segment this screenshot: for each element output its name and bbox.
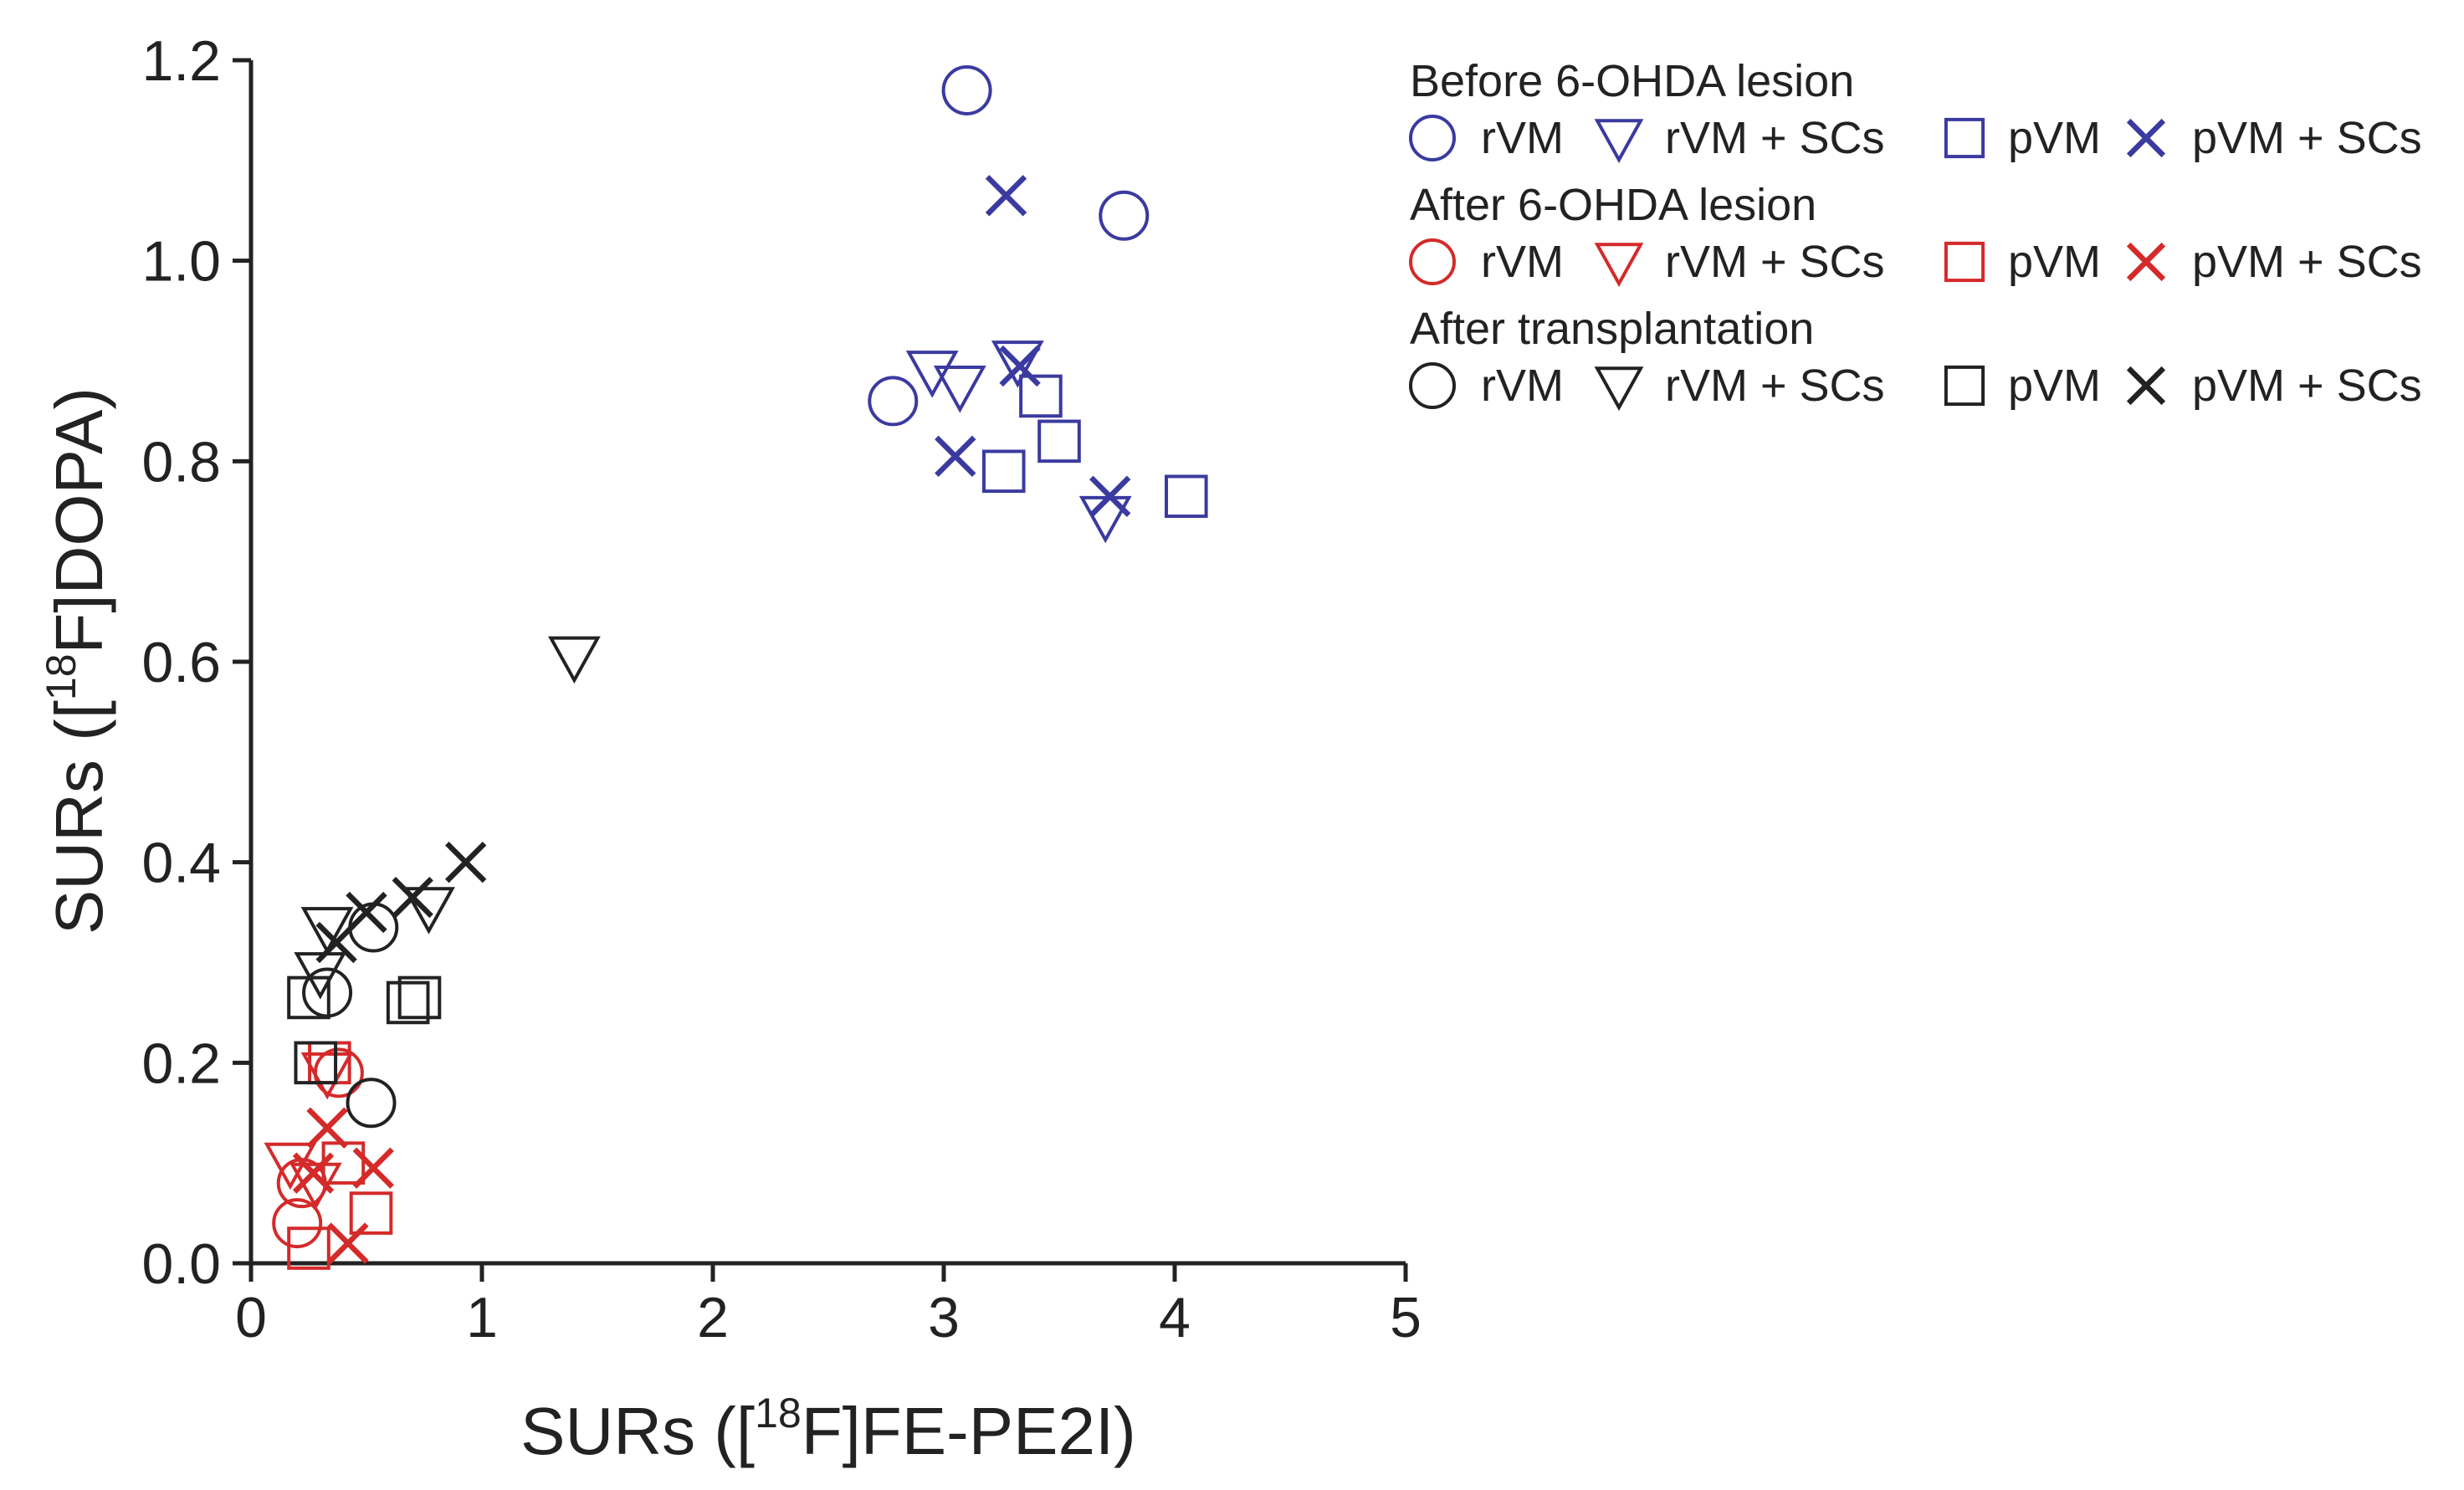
legend-label: pVM xyxy=(2008,361,2101,411)
legend-label: pVM + SCs xyxy=(2192,361,2422,411)
legend-label: rVM + SCs xyxy=(1665,113,1885,163)
legend-label: rVM + SCs xyxy=(1665,361,1885,411)
y-tick-label: 0.8 xyxy=(141,430,221,494)
x-tick-label: 4 xyxy=(1159,1286,1191,1349)
data-point xyxy=(999,345,1041,387)
data-point xyxy=(392,876,433,919)
data-point xyxy=(294,1041,338,1085)
y-tick-label: 1.2 xyxy=(141,29,221,93)
data-point xyxy=(1099,190,1150,241)
data-point xyxy=(445,842,487,883)
y-tick-label: 1.0 xyxy=(141,230,221,294)
data-point xyxy=(402,887,455,934)
legend-group-title: Before 6-OHDA lesion xyxy=(1410,56,1854,106)
legend: Before 6-OHDA lesion rVM rVM + SCs pVM pVM +… xyxy=(1409,56,2422,412)
data-point xyxy=(548,636,601,684)
x-tick-label: 5 xyxy=(1390,1286,1422,1349)
legend-label: pVM + SCs xyxy=(2192,113,2422,163)
data-point xyxy=(868,376,919,427)
data-point xyxy=(306,1107,348,1149)
legend-marker xyxy=(1409,362,1456,409)
legend-label: rVM xyxy=(1481,113,1564,163)
data-point xyxy=(991,340,1044,388)
x-tick-label: 1 xyxy=(466,1286,498,1349)
y-tick-label: 0.4 xyxy=(141,832,221,895)
data-points xyxy=(264,64,1208,1270)
legend-marker xyxy=(1944,241,1985,283)
legend-marker xyxy=(1409,238,1456,285)
data-point xyxy=(327,1222,369,1264)
data-point xyxy=(941,64,992,115)
data-point xyxy=(287,975,330,1020)
legend-label: rVM + SCs xyxy=(1665,237,1885,287)
x-tick-label: 2 xyxy=(697,1286,729,1349)
legend-group-title: After transplantation xyxy=(1410,304,1814,354)
legend-marker xyxy=(2126,366,2166,406)
data-point xyxy=(985,175,1027,217)
legend-marker xyxy=(1594,119,1644,164)
legend-marker xyxy=(1594,243,1644,288)
data-point xyxy=(292,1152,335,1194)
data-point xyxy=(300,1052,354,1100)
x-axis-title: SURs ([18F]FE-PE2I) xyxy=(520,1390,1136,1468)
y-axis-title-sup: 18 xyxy=(38,653,85,700)
legend-marker xyxy=(1409,115,1456,161)
data-point xyxy=(294,952,347,1000)
legend-marker xyxy=(2126,118,2166,158)
y-tick-label: 0.2 xyxy=(141,1032,221,1095)
legend-group-title: After 6-OHDA lesion xyxy=(1410,180,1816,230)
legend-label: rVM xyxy=(1481,361,1564,411)
data-point xyxy=(272,1198,323,1249)
y-ticks: 0.0 0.2 0.4 0.6 0.8 1.0 1.2 xyxy=(141,29,251,1296)
legend-label: pVM + SCs xyxy=(2192,237,2422,287)
data-point xyxy=(287,1226,330,1270)
legend-marker xyxy=(1594,366,1644,412)
x-tick-label: 0 xyxy=(235,1286,267,1349)
data-point xyxy=(1165,474,1208,519)
data-point xyxy=(905,351,959,398)
data-point xyxy=(349,1191,393,1235)
data-point xyxy=(1037,419,1081,463)
legend-label: pVM xyxy=(2008,237,2101,287)
y-axis-title-post: F]DOPA) xyxy=(42,387,116,654)
y-tick-label: 0.0 xyxy=(141,1232,221,1296)
legend-label: rVM xyxy=(1481,237,1564,287)
x-tick-label: 3 xyxy=(928,1286,960,1349)
legend-marker xyxy=(2126,242,2166,282)
data-point xyxy=(315,921,357,964)
x-axis-title-sup: 18 xyxy=(755,1390,802,1436)
data-point xyxy=(1089,475,1131,517)
x-ticks: 0 1 2 3 4 5 xyxy=(235,1263,1422,1349)
data-point xyxy=(1019,374,1063,418)
y-tick-label: 0.6 xyxy=(141,631,221,694)
x-axis-title-post: F]FE-PE2I) xyxy=(802,1394,1136,1468)
data-point xyxy=(981,449,1026,494)
data-point xyxy=(352,1147,394,1189)
y-axis-title-pre: SURs ([ xyxy=(42,700,116,934)
data-point xyxy=(397,975,442,1020)
data-point xyxy=(346,1078,397,1129)
legend-label: pVM xyxy=(2008,113,2101,163)
data-point xyxy=(348,902,399,953)
x-axis-title-pre: SURs ([ xyxy=(520,1394,755,1468)
axes xyxy=(248,60,1406,1266)
y-axis-title: SURs ([18F]DOPA) xyxy=(38,387,116,934)
data-point xyxy=(300,907,354,955)
data-point xyxy=(933,366,986,413)
legend-marker xyxy=(1944,117,1985,159)
data-point xyxy=(386,981,430,1025)
legend-marker xyxy=(1944,365,1985,407)
data-point xyxy=(935,435,976,478)
